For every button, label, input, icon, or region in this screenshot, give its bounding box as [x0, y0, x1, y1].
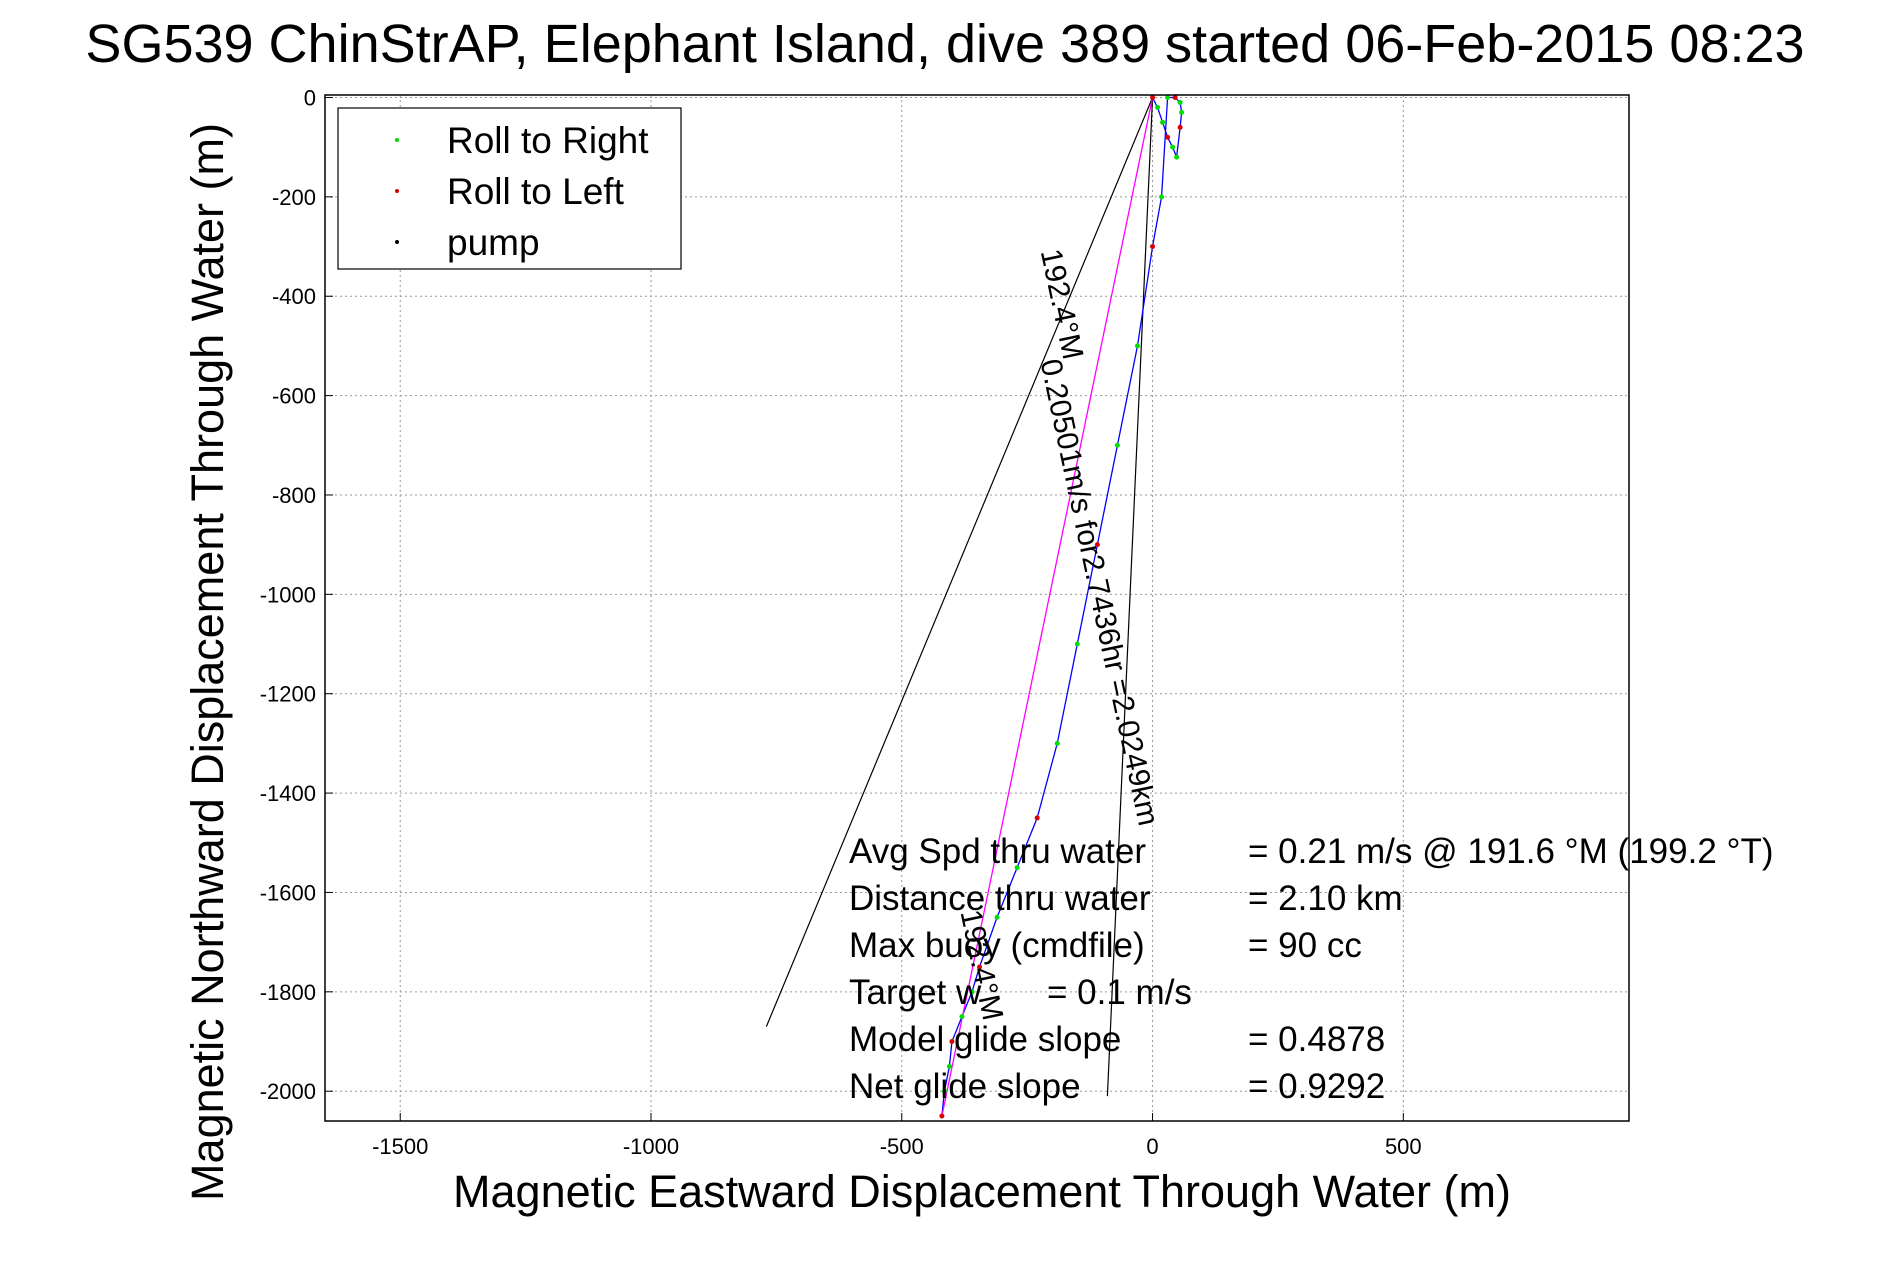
data-point: [969, 989, 975, 995]
data-point: [1165, 134, 1171, 140]
stats-value: = 2.10 km: [1248, 879, 1403, 918]
x-tick-label: 0: [1146, 1134, 1158, 1159]
stats-label: Net glide slope: [849, 1067, 1081, 1106]
legend-marker: [395, 240, 399, 244]
data-point: [1134, 343, 1140, 349]
data-point: [1177, 99, 1183, 105]
y-tick-label: -1200: [260, 682, 316, 707]
heading-lines: [765, 97, 1154, 1097]
legend-marker: [395, 189, 399, 193]
y-tick-label: 0: [304, 85, 316, 110]
y-tick-label: -600: [272, 384, 316, 409]
data-point: [1150, 244, 1156, 250]
data-point: [977, 964, 983, 970]
y-tick-label: -1000: [260, 582, 316, 607]
stats-value: = 90 cc: [1248, 926, 1362, 965]
data-point: [1094, 542, 1100, 548]
x-tick-label: -1000: [623, 1134, 679, 1159]
stats-value: = 0.1 m/s: [1047, 973, 1192, 1012]
x-tick-label: 500: [1385, 1134, 1422, 1159]
heading-line: [1106, 97, 1154, 1097]
data-point: [1165, 94, 1171, 100]
data-point: [1170, 144, 1176, 150]
series-line: [941, 97, 1154, 1117]
legend-marker: [395, 138, 399, 142]
annotation-label: 192.4°M: [1034, 246, 1090, 362]
data-point: [1054, 740, 1060, 746]
y-tick-label: -2000: [260, 1079, 316, 1104]
data-point: [1114, 442, 1120, 448]
series-layer: [939, 94, 1185, 1119]
plot-frame: [324, 94, 1630, 1122]
x-axis-label: Magnetic Eastward Displacement Through W…: [453, 1166, 1511, 1217]
stats-value: = 0.4878: [1248, 1020, 1385, 1059]
y-tick-label: -1600: [260, 880, 316, 905]
tick-labels: -1500 -1000 -500 0 500 0 -200 -400 -600 -800 -1000…: [260, 85, 1422, 1159]
data-point: [1155, 104, 1161, 110]
data-point: [1174, 154, 1180, 160]
data-point: [949, 1039, 955, 1045]
data-point: [1172, 94, 1178, 100]
data-point: [939, 1113, 945, 1119]
data-point: [941, 1088, 947, 1094]
data-point: [1150, 94, 1156, 100]
data-point: [959, 1014, 965, 1020]
y-tick-label: -400: [272, 284, 316, 309]
stats-label: Avg Spd thru water: [849, 832, 1146, 871]
stats-value: = 0.9292: [1248, 1067, 1385, 1106]
legend-label: Roll to Left: [447, 171, 625, 212]
series-line: [941, 96, 1183, 1117]
legend-label: Roll to Right: [447, 120, 649, 161]
data-point: [1179, 109, 1185, 115]
data-point: [1159, 194, 1165, 200]
stats-label: Distance thru water: [849, 879, 1151, 918]
data-point: [946, 1063, 952, 1069]
stats-label: Model glide slope: [849, 1020, 1121, 1059]
y-tick-label: -1400: [260, 781, 316, 806]
y-axis-label: Magnetic Northward Displacement Through …: [182, 123, 233, 1201]
y-tick-label: -800: [272, 483, 316, 508]
y-tick-label: -1800: [260, 980, 316, 1005]
x-tick-label: -500: [880, 1134, 924, 1159]
chart-title: SG539 ChinStrAP, Elephant Island, dive 3…: [85, 14, 1804, 74]
x-tick-label: -1500: [372, 1134, 428, 1159]
data-point: [1014, 865, 1020, 871]
legend: Roll to Right Roll to Left pump: [337, 107, 682, 270]
legend-label: pump: [447, 222, 540, 263]
data-point: [1177, 124, 1183, 130]
stats-value: = 0.21 m/s @ 191.6 °M (199.2 °T): [1248, 832, 1774, 871]
data-point: [1034, 815, 1040, 821]
data-point: [1160, 119, 1166, 125]
stats-label: Max buoy (cmdfile): [849, 926, 1145, 965]
data-point: [1074, 641, 1080, 647]
data-point: [994, 914, 1000, 920]
stats-label: Target w: [849, 973, 982, 1012]
grid: [325, 95, 1629, 1121]
stats-panel: Avg Spd thru water = 0.21 m/s @ 191.6 °M …: [849, 832, 1774, 1106]
y-tick-label: -200: [272, 185, 316, 210]
heading-line: [765, 97, 1154, 1027]
